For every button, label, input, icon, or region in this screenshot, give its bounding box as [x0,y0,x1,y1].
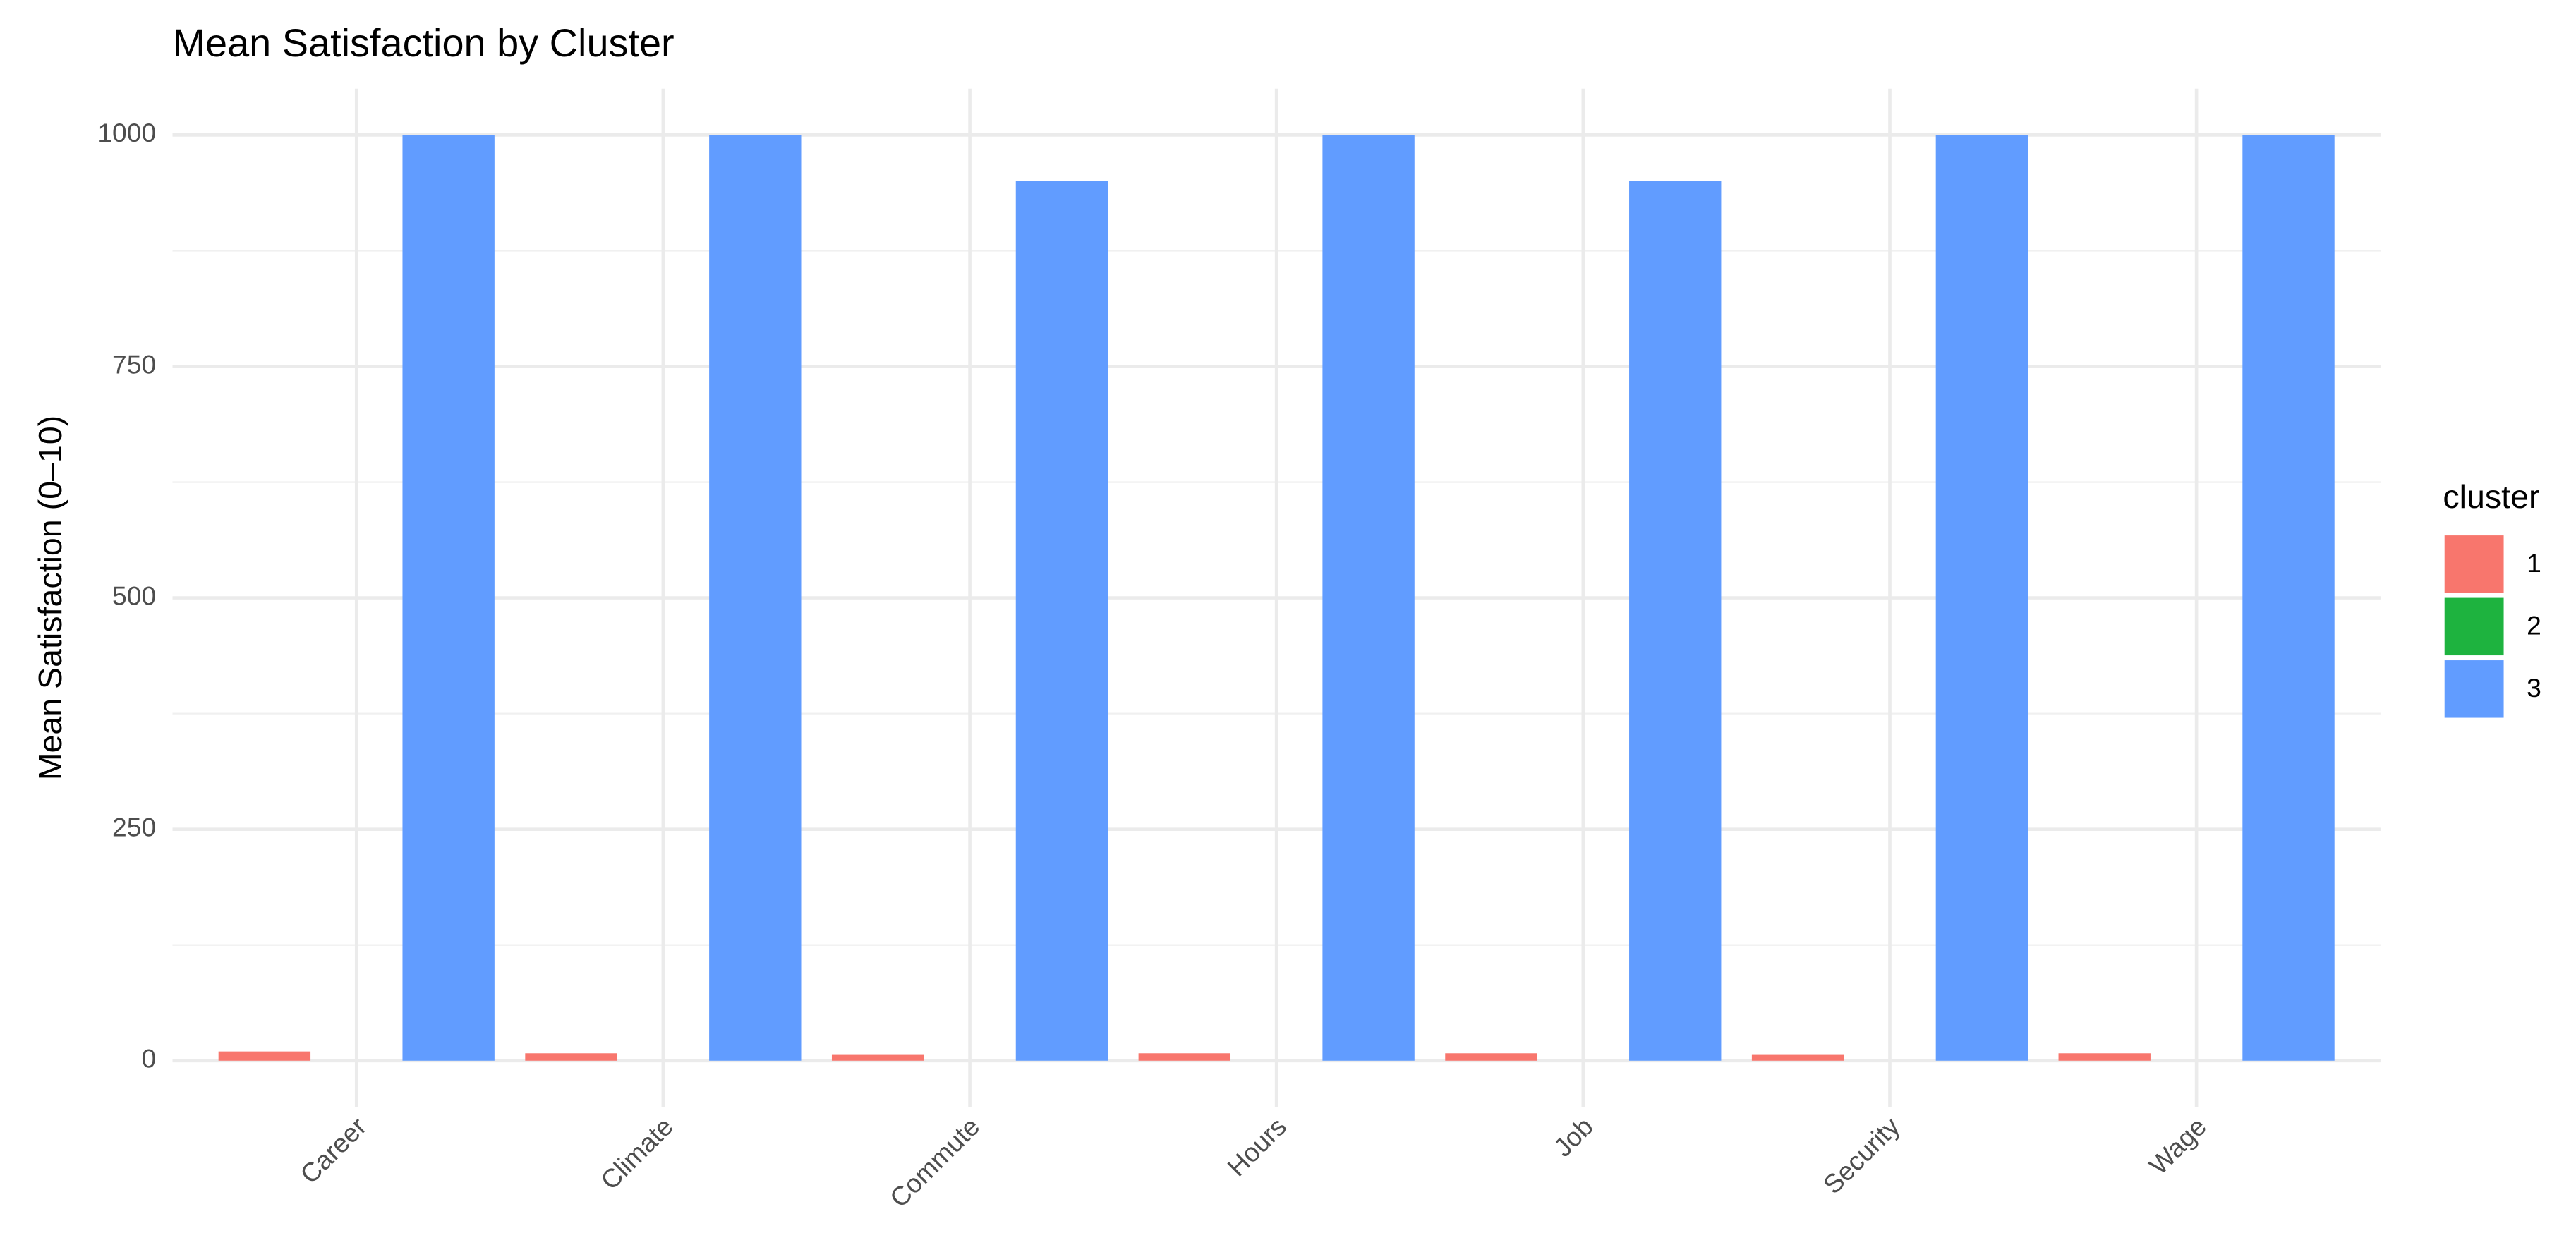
bar [709,135,802,1061]
y-tick-label: 750 [112,349,156,379]
legend-key [2444,597,2504,656]
bar [2242,135,2335,1061]
legend-label: 2 [2527,610,2541,640]
grid [172,88,2381,1107]
x-tick-label: Climate [595,1112,679,1196]
x-tick-label: Hours [1221,1112,1292,1182]
y-tick-label: 0 [141,1044,156,1074]
y-tick-label: 250 [112,813,156,842]
bar [1629,181,1722,1061]
bar [2058,1053,2151,1061]
bar [402,135,495,1061]
legend-key [2444,535,2504,593]
legend-label: 1 [2527,548,2541,578]
bar [1322,135,1415,1061]
y-tick-label: 500 [112,581,156,610]
bar [1015,181,1108,1061]
x-tick-label: Security [1818,1111,1906,1199]
chart-title: Mean Satisfaction by Cluster [172,20,674,65]
y-axis-label: Mean Satisfaction (0–10) [32,415,68,780]
bar [1445,1053,1537,1061]
bar [525,1053,617,1061]
bar [218,1051,311,1061]
x-tick-label: Commute [884,1112,986,1213]
x-tick-label: Wage [2143,1112,2213,1181]
bar [1138,1053,1231,1061]
x-tick-label: Job [1548,1112,1599,1162]
bar [831,1054,924,1061]
legend-label: 3 [2527,673,2541,703]
legend-key [2444,660,2504,718]
y-tick-label: 1000 [97,118,156,147]
bar [1751,1054,1844,1061]
x-tick-label: Career [294,1112,372,1189]
legend-title: cluster [2443,478,2539,515]
bar [1935,135,2028,1061]
